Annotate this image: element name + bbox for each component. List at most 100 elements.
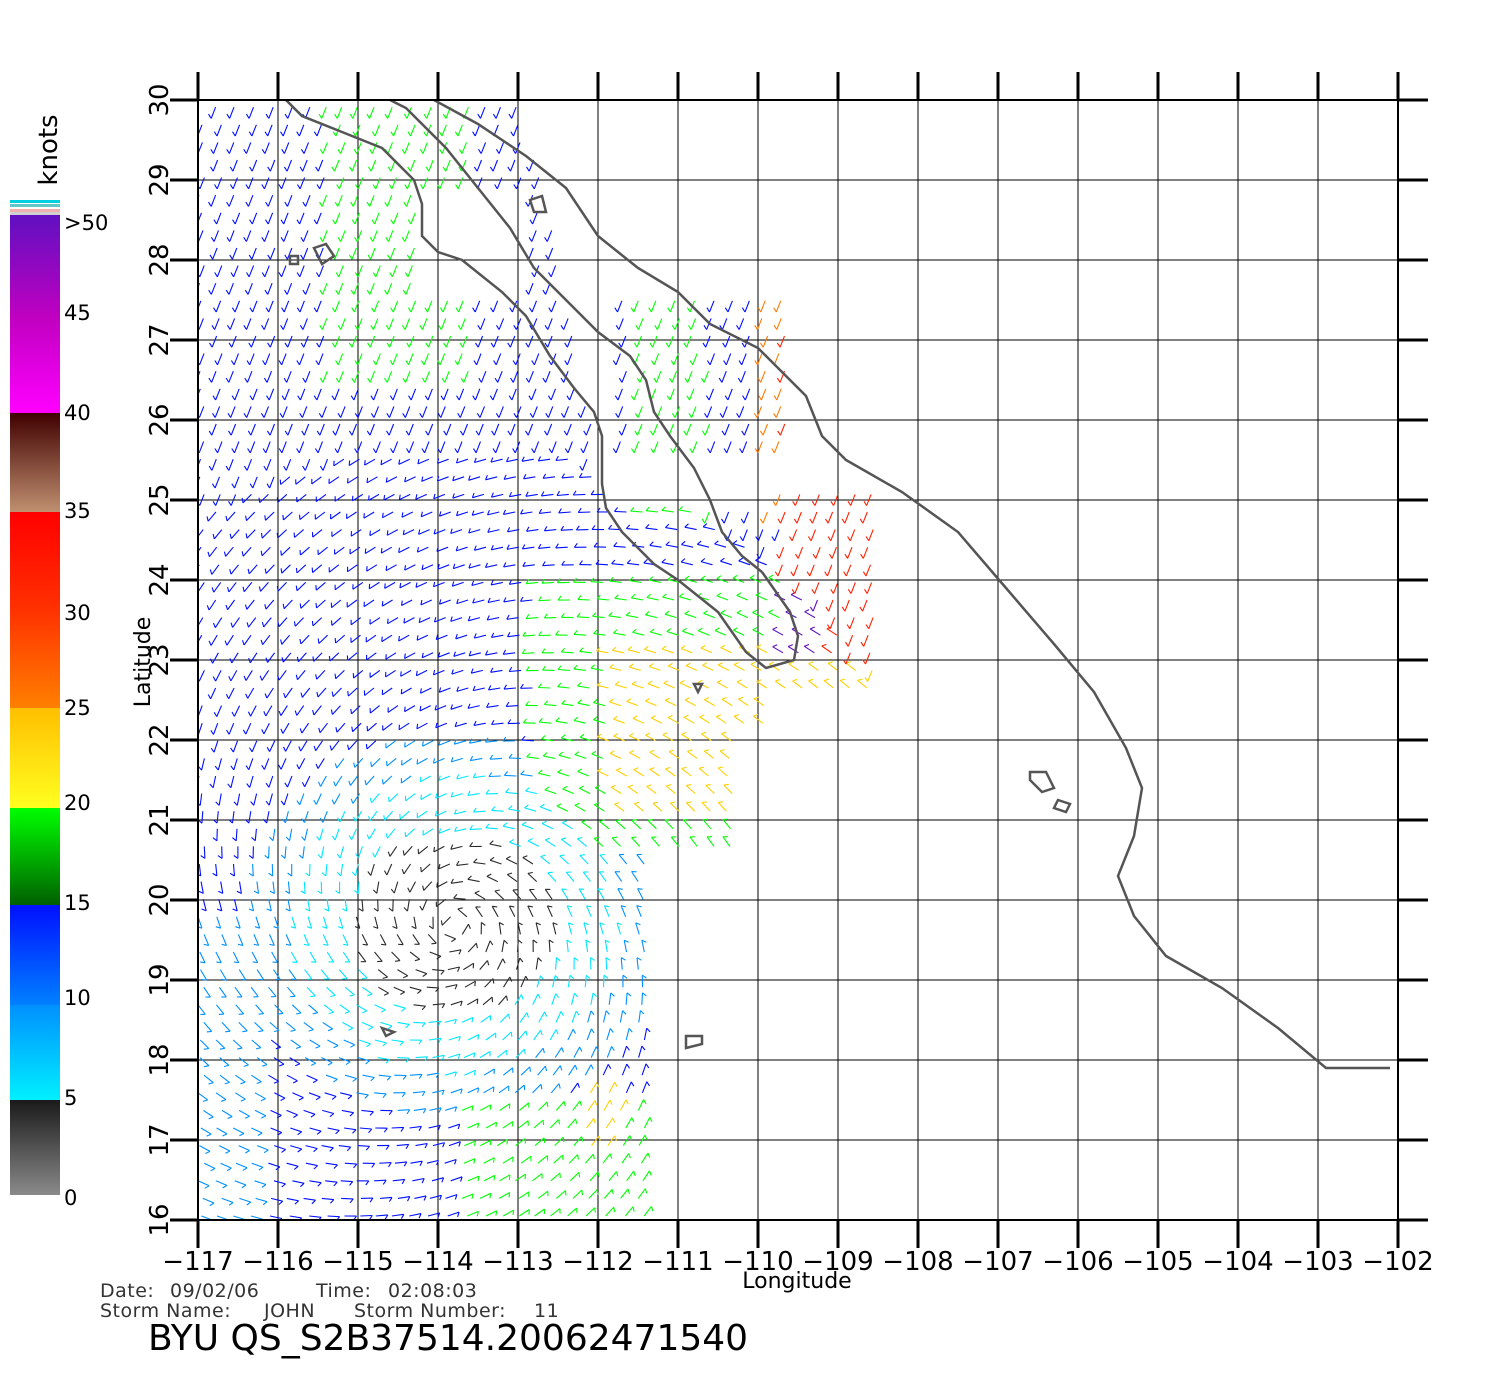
wind-barb-feather: [634, 413, 639, 418]
wind-barb-feather: [629, 576, 634, 581]
wind-barb-feather: [269, 943, 275, 946]
wind-barb-feather: [527, 871, 533, 874]
wind-barb: [647, 683, 660, 689]
wind-barb-feather: [491, 719, 495, 725]
wind-barb: [535, 1047, 544, 1058]
wind-barb-feather: [507, 166, 511, 172]
wind-barb-feather: [371, 131, 376, 137]
wind-barb: [182, 1181, 193, 1186]
wind-barb-feather: [263, 711, 267, 717]
wind-barb-feather: [610, 992, 615, 997]
wind-barb: [588, 1189, 598, 1199]
wind-barb: [768, 577, 780, 583]
wind-barb-feather: [314, 448, 319, 454]
wind-barb-feather: [204, 1185, 210, 1189]
lon-tick-label: −112: [562, 1247, 633, 1277]
wind-barb-feather: [390, 131, 395, 137]
wind-barb: [812, 599, 819, 612]
wind-barb: [220, 881, 224, 894]
wind-barb: [228, 142, 235, 154]
wind-barb: [774, 680, 786, 689]
wind-barb: [210, 106, 217, 119]
wind-barb-feather: [315, 166, 319, 172]
wind-barb: [620, 957, 623, 970]
wind-barb-feather: [756, 553, 760, 559]
wind-barb: [625, 1081, 632, 1094]
wind-barb-feather: [524, 804, 529, 809]
wind-barb: [496, 1138, 508, 1147]
wind-barb: [232, 617, 240, 628]
wind-barb-feather: [525, 201, 529, 207]
wind-barb-feather: [577, 682, 582, 687]
wind-barb: [547, 406, 554, 418]
wind-barb: [448, 1123, 460, 1129]
wind-barb: [352, 793, 361, 804]
wind-barb: [626, 1170, 635, 1182]
wind-barb: [199, 353, 205, 366]
wind-barb: [286, 986, 296, 997]
wind-barb: [630, 510, 643, 513]
wind-barb: [685, 802, 696, 812]
wind-barb: [409, 247, 415, 260]
wind-barb-feather: [612, 448, 617, 454]
wind-barb: [584, 975, 587, 988]
wind-barb: [375, 265, 381, 278]
wind-barb: [269, 1215, 282, 1220]
wind-barb: [256, 1057, 268, 1066]
wind-barb-feather: [846, 624, 851, 630]
wind-barb-feather: [248, 342, 252, 348]
wind-barb: [599, 922, 604, 935]
wind-barb: [738, 406, 745, 418]
wind-barb-feather: [548, 448, 553, 454]
wind-barb: [355, 124, 361, 137]
wind-barb: [811, 511, 818, 524]
wind-barb: [626, 700, 639, 707]
wind-barb-feather: [605, 957, 611, 961]
wind-barb: [832, 582, 839, 594]
wind-barb: [403, 529, 415, 536]
wind-barb-feather: [576, 1208, 578, 1214]
wind-barb: [218, 899, 223, 911]
wind-barb-feather: [614, 507, 619, 512]
wind-barb: [485, 827, 498, 830]
wind-barb-feather: [859, 606, 864, 612]
wind-barb: [702, 526, 715, 531]
wind-barb-feather: [214, 765, 219, 771]
wind-barb-feather: [700, 377, 705, 383]
wind-barb-feather: [179, 891, 184, 893]
wind-barb: [450, 845, 463, 850]
wind-barb-feather: [263, 465, 267, 471]
wind-barb: [251, 1162, 264, 1168]
wind-barb: [266, 370, 273, 383]
wind-barb: [322, 230, 328, 242]
wind-barb-feather: [422, 885, 425, 891]
wind-barb-feather: [399, 814, 401, 820]
wind-barb-feather: [297, 395, 301, 401]
wind-barb-feather: [477, 113, 481, 119]
wind-barb-feather: [386, 413, 390, 418]
wind-barb-feather: [616, 922, 622, 926]
wind-barb-feather: [581, 1190, 584, 1196]
wind-barb: [377, 1057, 390, 1061]
wind-barb-feather: [261, 149, 266, 154]
wind-barb: [182, 318, 186, 329]
wind-barb: [421, 476, 433, 482]
wind-barb-feather: [300, 237, 304, 242]
wind-barb-feather: [331, 166, 335, 172]
lat-tick-label: 17: [145, 1123, 175, 1156]
wind-barb-feather: [759, 430, 764, 436]
wind-barb: [184, 864, 186, 876]
wind-barb-feather: [687, 749, 693, 752]
wind-barb: [547, 318, 553, 330]
wind-barb: [239, 1197, 251, 1203]
wind-barb: [573, 493, 586, 496]
wind-barb: [299, 265, 305, 278]
wind-barb-feather: [246, 622, 250, 628]
wind-barb: [454, 828, 467, 832]
wind-barb: [245, 722, 252, 735]
wind-barb-feather: [248, 254, 253, 260]
wind-barb: [350, 529, 362, 537]
wind-barb: [615, 441, 621, 454]
wind-barb-feather: [265, 800, 270, 806]
wind-barb: [362, 1074, 375, 1079]
